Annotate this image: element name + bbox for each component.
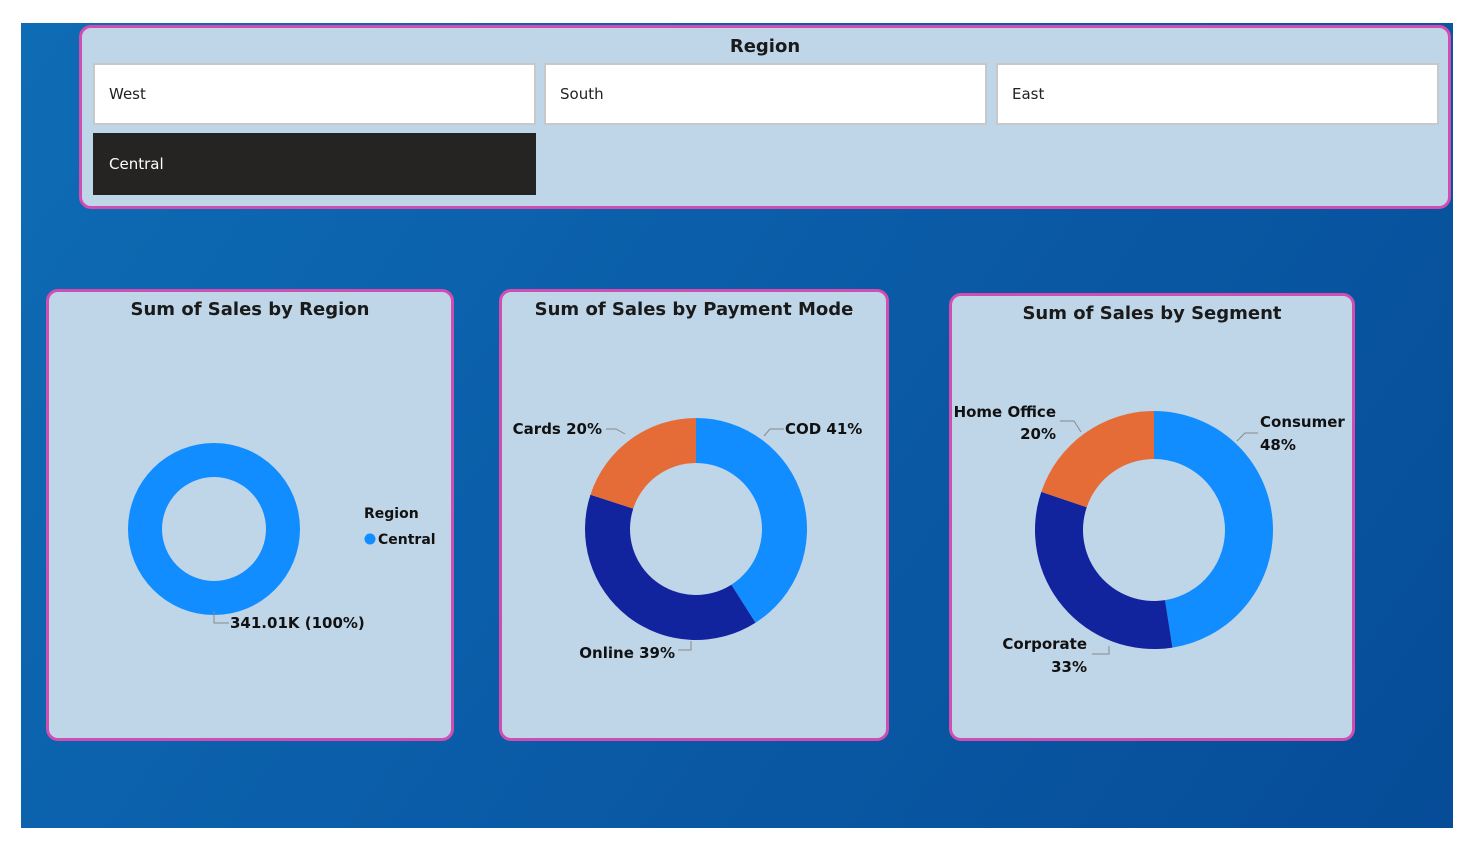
chart-card-payment-mode[interactable]: Sum of Sales by Payment Mode COD 41% Car…: [499, 289, 889, 741]
donut-slice-corporate[interactable]: [1035, 491, 1173, 649]
donut-slice-consumer[interactable]: [1154, 411, 1273, 648]
legend-marker: [364, 533, 376, 545]
data-label: 341.01K (100%): [230, 614, 365, 632]
chart-card-region[interactable]: Sum of Sales by Region 341.01K (100%) Re…: [46, 289, 454, 741]
data-label-online: Online 39%: [579, 644, 675, 662]
donut-chart-payment-mode: COD 41% Cards 20% Online 39%: [513, 418, 862, 662]
data-label-corporate-pct: 33%: [1051, 658, 1087, 676]
slicer-item-label: East: [1012, 85, 1045, 103]
slicer-item-label: South: [560, 85, 604, 103]
data-label-consumer: Consumer: [1260, 413, 1345, 431]
donut-chart-segment: Consumer 48% Home Office 20% Corporate 3…: [954, 403, 1346, 676]
slicer-item-label: Central: [109, 155, 164, 173]
chart-title: Sum of Sales by Region: [130, 299, 370, 320]
donut-slice-online[interactable]: [585, 494, 756, 640]
donut-slice-home-office[interactable]: [1041, 411, 1154, 508]
slicer-item-east[interactable]: East: [996, 63, 1439, 125]
data-label-consumer-pct: 48%: [1260, 436, 1296, 454]
legend-entry-central[interactable]: Central: [378, 532, 436, 548]
data-label-corporate: Corporate: [1002, 635, 1087, 653]
slicer-item-west[interactable]: West: [93, 63, 536, 125]
region-slicer: Region West South East Central: [79, 25, 1451, 209]
data-label-cards: Cards 20%: [513, 420, 602, 438]
chart-title: Sum of Sales by Payment Mode: [534, 299, 854, 320]
leader-line: [213, 611, 229, 624]
donut-slice-central[interactable]: [128, 443, 300, 615]
chart-title: Sum of Sales by Segment: [1022, 303, 1282, 324]
data-label-cod: COD 41%: [785, 420, 862, 438]
donut-slice-cards[interactable]: [590, 418, 696, 509]
slicer-item-central[interactable]: Central: [93, 133, 536, 195]
legend-title: Region: [364, 506, 419, 522]
donut-chart-region: 341.01K (100%) Region Central: [128, 443, 436, 632]
slicer-title: Region: [729, 36, 801, 57]
slicer-item-label: West: [109, 85, 146, 103]
donut-slice-cod[interactable]: [696, 418, 807, 623]
slicer-item-south[interactable]: South: [544, 63, 987, 125]
chart-card-segment[interactable]: Sum of Sales by Segment Consumer 48% Hom…: [949, 293, 1355, 741]
data-label-home-office-pct: 20%: [1020, 425, 1056, 443]
data-label-home-office: Home Office: [954, 403, 1056, 421]
